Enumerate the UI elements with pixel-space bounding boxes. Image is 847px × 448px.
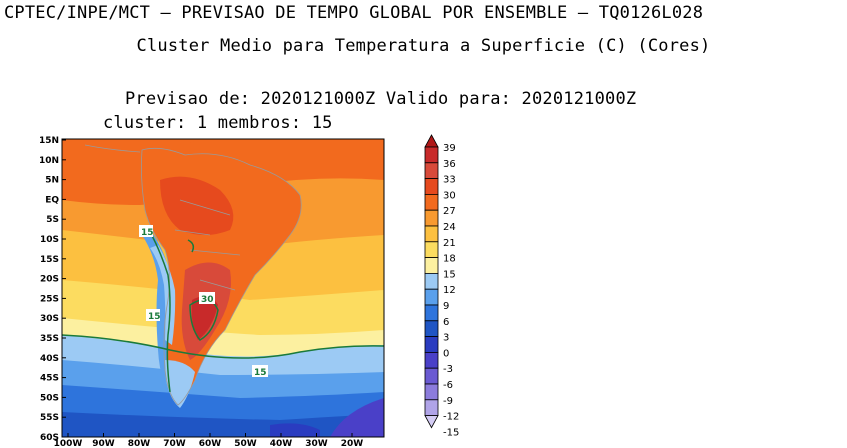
colorbar-label: 0: [443, 348, 449, 359]
colorbar-swatch: [424, 162, 439, 180]
colorbar-bottom-arrow: [424, 415, 439, 429]
colorbar-swatch: [424, 178, 439, 195]
colorbar-swatch: [424, 336, 439, 353]
colorbar-label: 24: [443, 222, 456, 233]
lon-label: 80W: [128, 439, 151, 448]
map-frame: [61, 138, 385, 438]
cluster-info: cluster: 1 membros: 15: [103, 113, 333, 133]
contour-label: 30: [201, 295, 214, 305]
lon-label: 20W: [341, 439, 364, 448]
lat-label: 25S: [40, 294, 59, 304]
lon-label: 90W: [92, 439, 115, 448]
colorbar-label: 18: [443, 254, 456, 265]
title-line-1: CPTEC/INPE/MCT – PREVISAO DE TEMPO GLOBA…: [4, 3, 704, 23]
lat-label: 10N: [39, 156, 59, 166]
lat-label: EQ: [45, 195, 59, 205]
colorbar-label: 21: [443, 238, 456, 249]
lat-label: 60S: [40, 433, 59, 443]
colorbar-swatch: [424, 367, 439, 385]
lat-label: 40S: [40, 354, 59, 364]
colorbar-swatch: [424, 193, 439, 211]
colorbar-swatch: [424, 288, 439, 306]
colorbar-swatch: [424, 320, 439, 337]
colorbar-swatch: [424, 399, 439, 416]
colorbar-swatch: [424, 351, 439, 369]
contour-label: 15: [148, 312, 161, 322]
lat-label: 35S: [40, 334, 59, 344]
colorbar-label: 15: [443, 269, 456, 280]
lat-label: 15S: [40, 255, 59, 265]
colorbar-swatch: [424, 383, 439, 401]
longitude-axis: 100W 90W 80W 70W 60W 50W 40W 30W 20W: [54, 433, 364, 448]
colorbar-swatch: [424, 304, 439, 322]
colorbar-swatch: [424, 257, 439, 274]
contour-label: 15: [254, 368, 267, 378]
lon-label: 100W: [54, 439, 83, 448]
lat-label: 5S: [46, 215, 59, 225]
title-line-2: Cluster Medio para Temperatura a Superfi…: [136, 36, 711, 56]
forecast-times: Previsao de: 2020121000Z Valido para: 20…: [125, 89, 637, 109]
lat-label: 5N: [45, 176, 59, 186]
lon-label: 70W: [163, 439, 186, 448]
lon-label: 40W: [270, 439, 293, 448]
lat-label: 45S: [40, 374, 59, 384]
temperature-field: [62, 139, 384, 437]
lat-label: 20S: [40, 275, 59, 285]
colorbar-label: 33: [443, 175, 456, 186]
colorbar-label: 3: [443, 333, 449, 344]
colorbar-label: 9: [443, 301, 449, 312]
latitude-axis: 15N 10N 5N EQ 5S 10S 15S 20S 25S 30S 35S 40S 45S 50S 5…: [39, 136, 66, 443]
colorbar-label: 39: [443, 143, 456, 154]
colorbar-swatch: [424, 225, 439, 243]
colorbar-label: 6: [443, 317, 449, 328]
colorbar-label: 12: [443, 285, 456, 296]
colorbar-label: 27: [443, 206, 456, 217]
lat-label: 30S: [40, 314, 59, 324]
contour-label: 15: [141, 228, 154, 238]
colorbar-label: 30: [443, 190, 456, 201]
lat-label: 15N: [39, 136, 59, 146]
colorbar-label: 36: [443, 159, 456, 170]
colorbar-swatch: [424, 146, 439, 164]
colorbar-swatch: [424, 272, 439, 290]
colorbar-top-arrow: [424, 134, 439, 148]
lat-label: 50S: [40, 393, 59, 403]
lon-label: 60W: [199, 439, 222, 448]
colorbar-label: -12: [443, 412, 459, 423]
lon-label: 30W: [305, 439, 328, 448]
colorbar-label: -15: [443, 427, 459, 438]
colorbar-label: -9: [443, 396, 453, 407]
colorbar-label: -6: [443, 380, 453, 391]
contour-lines: [62, 231, 384, 393]
lon-label: 50W: [234, 439, 257, 448]
colorbar-swatch: [424, 209, 439, 227]
contour-labels: 15 15 30 15: [139, 225, 268, 378]
colorbar-swatch: [424, 241, 439, 259]
coastlines: [84, 144, 302, 406]
colorbar-label: -3: [443, 364, 453, 375]
lat-label: 10S: [40, 235, 59, 245]
lat-label: 55S: [40, 413, 59, 423]
